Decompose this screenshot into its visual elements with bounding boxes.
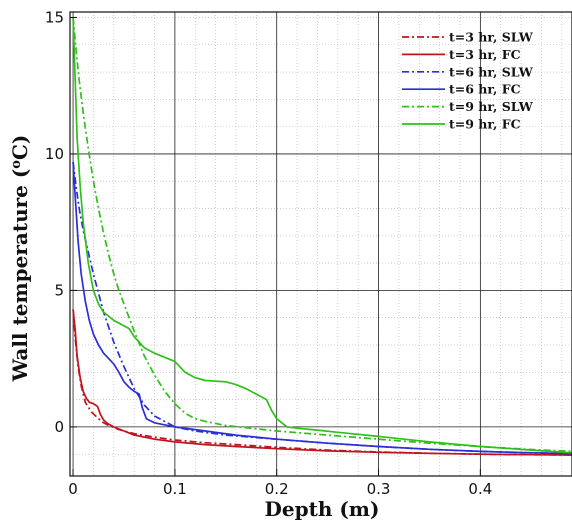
plot-frame [69, 11, 572, 477]
axis-ticks: 0 0.1 0.2 0.3 0.4 0 5 10 15 [45, 8, 492, 498]
y-axis-title-main: Wall temperature ( [8, 169, 32, 383]
legend-label-6: t=9 hr, FC [449, 117, 521, 132]
legend-label-5: t=9 hr, SLW [449, 99, 534, 114]
y-tick-label: 10 [45, 145, 64, 163]
x-tick-label: 0 [68, 480, 78, 498]
legend-label-3: t=6 hr, SLW [449, 64, 534, 79]
x-tick-label: 0.2 [265, 480, 289, 498]
y-axis-title: Wall temperature (oC) [8, 135, 32, 383]
y-tick-label: 15 [45, 8, 64, 26]
y-tick-label: 5 [54, 281, 64, 299]
series-line-4 [72, 162, 572, 455]
x-tick-label: 0.3 [367, 480, 391, 498]
legend-label-1: t=3 hr, SLW [449, 30, 534, 45]
legend: t=3 hr, SLW t=3 hr, FC t=6 hr, SLW t=6 hr, … [402, 30, 534, 132]
legend-label-4: t=6 hr, FC [449, 82, 521, 97]
series-line-1 [72, 309, 572, 456]
series-lines [72, 17, 572, 456]
x-tick-label: 0.4 [468, 480, 492, 498]
series-line-2 [72, 309, 572, 456]
series-line-5 [72, 17, 572, 453]
y-axis-title-superscript: o [9, 160, 24, 169]
x-axis-title: Depth (m) [265, 497, 380, 521]
y-tick-label: 0 [54, 418, 64, 436]
x-tick-label: 0.1 [163, 480, 187, 498]
grid [70, 12, 572, 476]
series-line-6 [72, 17, 572, 454]
y-axis-title-unit: C) [8, 135, 32, 160]
series-line-3 [72, 161, 572, 455]
legend-label-2: t=3 hr, FC [449, 47, 521, 62]
